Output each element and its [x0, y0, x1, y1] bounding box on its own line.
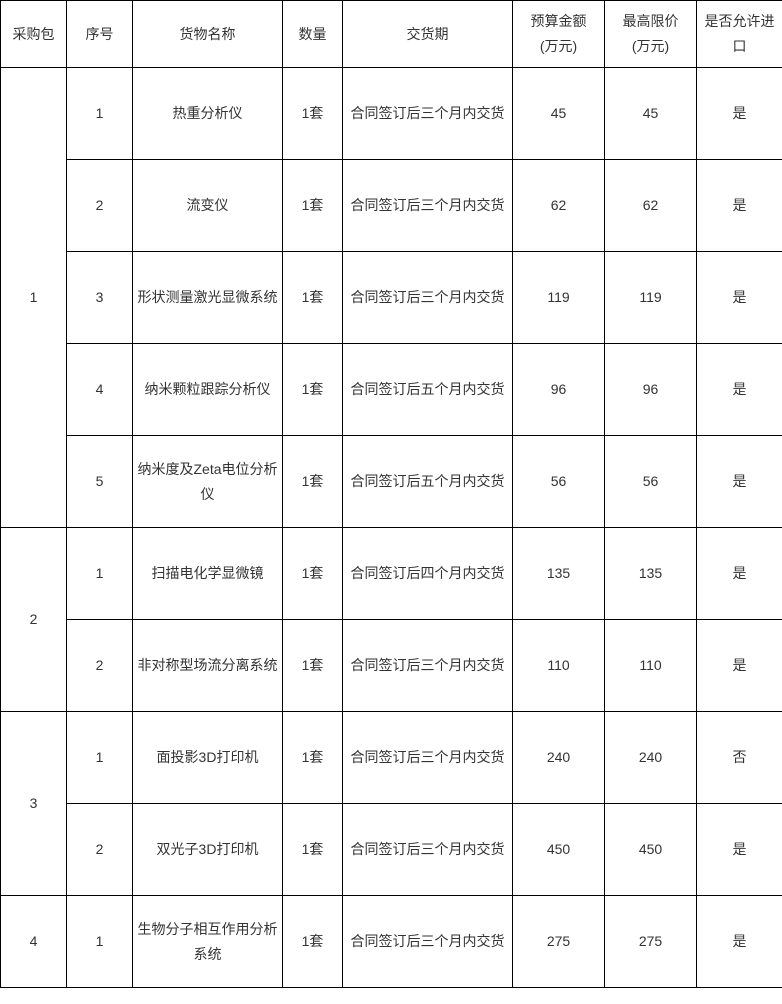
cell-maxprice: 62 — [605, 160, 697, 252]
cell-name: 面投影3D打印机 — [133, 712, 283, 804]
cell-import: 是 — [697, 896, 782, 988]
cell-name: 非对称型场流分离系统 — [133, 620, 283, 712]
cell-seq: 3 — [67, 252, 133, 344]
cell-delivery: 合同签订后五个月内交货 — [343, 436, 513, 528]
cell-import: 是 — [697, 804, 782, 896]
cell-name: 扫描电化学显微镜 — [133, 528, 283, 620]
cell-import: 否 — [697, 712, 782, 804]
cell-maxprice: 110 — [605, 620, 697, 712]
cell-budget: 56 — [513, 436, 605, 528]
table-row: 5纳米度及Zeta电位分析仪1套合同签订后五个月内交货5656是 — [1, 436, 782, 528]
col-header-budget: 预算金额(万元) — [513, 1, 605, 68]
cell-seq: 2 — [67, 160, 133, 252]
cell-package: 3 — [1, 712, 67, 896]
col-header-delivery: 交货期 — [343, 1, 513, 68]
table-row: 2非对称型场流分离系统1套合同签订后三个月内交货110110是 — [1, 620, 782, 712]
cell-qty: 1套 — [283, 528, 343, 620]
cell-name: 流变仪 — [133, 160, 283, 252]
cell-delivery: 合同签订后三个月内交货 — [343, 160, 513, 252]
cell-qty: 1套 — [283, 804, 343, 896]
cell-maxprice: 45 — [605, 68, 697, 160]
cell-name: 生物分子相互作用分析系统 — [133, 896, 283, 988]
cell-seq: 1 — [67, 712, 133, 804]
cell-maxprice: 119 — [605, 252, 697, 344]
col-header-qty: 数量 — [283, 1, 343, 68]
cell-seq: 2 — [67, 804, 133, 896]
cell-seq: 2 — [67, 620, 133, 712]
cell-delivery: 合同签订后三个月内交货 — [343, 620, 513, 712]
cell-qty: 1套 — [283, 160, 343, 252]
cell-delivery: 合同签订后三个月内交货 — [343, 896, 513, 988]
cell-maxprice: 450 — [605, 804, 697, 896]
col-header-seq: 序号 — [67, 1, 133, 68]
cell-qty: 1套 — [283, 252, 343, 344]
cell-seq: 1 — [67, 68, 133, 160]
cell-budget: 45 — [513, 68, 605, 160]
cell-import: 是 — [697, 160, 782, 252]
cell-qty: 1套 — [283, 620, 343, 712]
cell-budget: 110 — [513, 620, 605, 712]
cell-import: 是 — [697, 68, 782, 160]
cell-delivery: 合同签订后三个月内交货 — [343, 712, 513, 804]
cell-qty: 1套 — [283, 712, 343, 804]
table-body: 11热重分析仪1套合同签订后三个月内交货4545是2流变仪1套合同签订后三个月内… — [1, 68, 782, 988]
cell-maxprice: 240 — [605, 712, 697, 804]
cell-delivery: 合同签订后三个月内交货 — [343, 252, 513, 344]
procurement-table: 采购包 序号 货物名称 数量 交货期 预算金额(万元) 最高限价(万元) 是否允… — [0, 0, 782, 988]
cell-maxprice: 135 — [605, 528, 697, 620]
col-header-maxprice: 最高限价(万元) — [605, 1, 697, 68]
cell-import: 是 — [697, 436, 782, 528]
cell-maxprice: 275 — [605, 896, 697, 988]
col-header-name: 货物名称 — [133, 1, 283, 68]
table-header-row: 采购包 序号 货物名称 数量 交货期 预算金额(万元) 最高限价(万元) 是否允… — [1, 1, 782, 68]
cell-package: 4 — [1, 896, 67, 988]
cell-name: 形状测量激光显微系统 — [133, 252, 283, 344]
cell-import: 是 — [697, 528, 782, 620]
cell-delivery: 合同签订后三个月内交货 — [343, 68, 513, 160]
cell-maxprice: 96 — [605, 344, 697, 436]
cell-name: 热重分析仪 — [133, 68, 283, 160]
table-row: 41生物分子相互作用分析系统1套合同签订后三个月内交货275275是 — [1, 896, 782, 988]
cell-delivery: 合同签订后三个月内交货 — [343, 804, 513, 896]
cell-maxprice: 56 — [605, 436, 697, 528]
cell-qty: 1套 — [283, 896, 343, 988]
cell-budget: 96 — [513, 344, 605, 436]
table-row: 4纳米颗粒跟踪分析仪1套合同签订后五个月内交货9696是 — [1, 344, 782, 436]
cell-seq: 5 — [67, 436, 133, 528]
table-row: 21扫描电化学显微镜1套合同签订后四个月内交货135135是 — [1, 528, 782, 620]
cell-budget: 450 — [513, 804, 605, 896]
cell-qty: 1套 — [283, 344, 343, 436]
cell-import: 是 — [697, 252, 782, 344]
table-row: 3形状测量激光显微系统1套合同签订后三个月内交货119119是 — [1, 252, 782, 344]
cell-import: 是 — [697, 620, 782, 712]
cell-budget: 119 — [513, 252, 605, 344]
col-header-import: 是否允许进口 — [697, 1, 782, 68]
col-header-package: 采购包 — [1, 1, 67, 68]
table-row: 2流变仪1套合同签订后三个月内交货6262是 — [1, 160, 782, 252]
cell-seq: 1 — [67, 528, 133, 620]
cell-budget: 135 — [513, 528, 605, 620]
cell-delivery: 合同签订后五个月内交货 — [343, 344, 513, 436]
cell-package: 1 — [1, 68, 67, 528]
cell-seq: 1 — [67, 896, 133, 988]
cell-budget: 275 — [513, 896, 605, 988]
cell-seq: 4 — [67, 344, 133, 436]
cell-qty: 1套 — [283, 68, 343, 160]
cell-qty: 1套 — [283, 436, 343, 528]
cell-name: 纳米度及Zeta电位分析仪 — [133, 436, 283, 528]
cell-name: 纳米颗粒跟踪分析仪 — [133, 344, 283, 436]
table-row: 2双光子3D打印机1套合同签订后三个月内交货450450是 — [1, 804, 782, 896]
cell-name: 双光子3D打印机 — [133, 804, 283, 896]
cell-budget: 240 — [513, 712, 605, 804]
table-row: 31面投影3D打印机1套合同签订后三个月内交货240240否 — [1, 712, 782, 804]
cell-budget: 62 — [513, 160, 605, 252]
cell-delivery: 合同签订后四个月内交货 — [343, 528, 513, 620]
table-row: 11热重分析仪1套合同签订后三个月内交货4545是 — [1, 68, 782, 160]
cell-import: 是 — [697, 344, 782, 436]
cell-package: 2 — [1, 528, 67, 712]
